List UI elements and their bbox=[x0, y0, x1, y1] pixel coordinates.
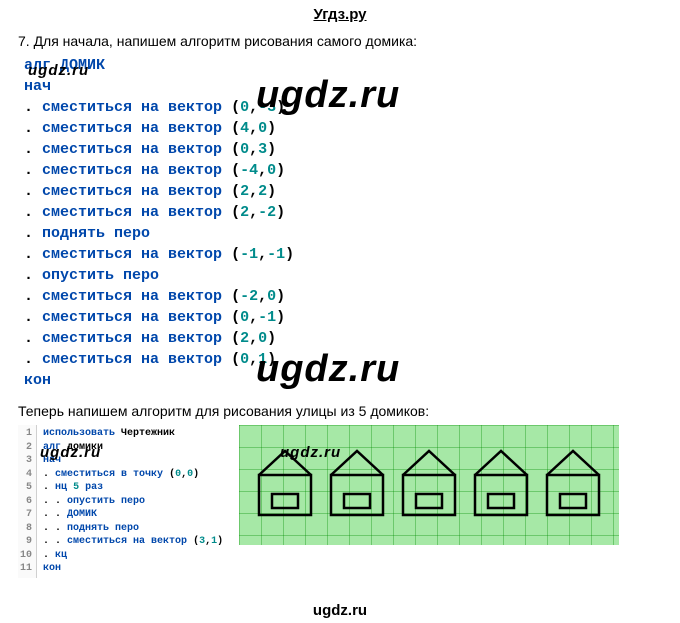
watermark: ugdz.ru bbox=[40, 444, 101, 461]
line-number: 2 bbox=[20, 441, 32, 455]
code-line: . нц 5 раз bbox=[43, 481, 223, 495]
line-number: 11 bbox=[20, 562, 32, 576]
line-number: 5 bbox=[20, 481, 32, 495]
watermark: ugdz.ru bbox=[256, 74, 400, 117]
house-shape bbox=[403, 451, 455, 515]
code-line: . сместиться на вектор (-1,-1) bbox=[24, 244, 680, 265]
line-number: 1 bbox=[20, 427, 32, 441]
code-line: . . ДОМИК bbox=[43, 508, 223, 522]
watermark: ugdz.ru bbox=[28, 62, 89, 79]
task-intro-text: 7. Для начала, напишем алгоритм рисовани… bbox=[0, 33, 680, 49]
second-intro-text: Теперь напишем алгоритм для рисования ул… bbox=[0, 403, 680, 419]
code-line: . сместиться в точку (0,0) bbox=[43, 468, 223, 482]
code-line: . опустить перо bbox=[24, 265, 680, 286]
code-line: . поднять перо bbox=[24, 223, 680, 244]
code-line: . сместиться на вектор (2,-2) bbox=[24, 202, 680, 223]
code-line: . . опустить перо bbox=[43, 495, 223, 509]
code-line: кон bbox=[43, 562, 223, 576]
line-number: 3 bbox=[20, 454, 32, 468]
keyword-begin: нач bbox=[24, 78, 51, 95]
line-number: 7 bbox=[20, 508, 32, 522]
watermark: ugdz.ru bbox=[280, 444, 341, 461]
house-shape bbox=[475, 451, 527, 515]
code-line: . кц bbox=[43, 549, 223, 563]
keyword-end: кон bbox=[24, 372, 51, 389]
page-footer: ugdz.ru bbox=[0, 602, 680, 619]
line-number: 6 bbox=[20, 495, 32, 509]
page-header: Угдз.ру bbox=[0, 0, 680, 33]
code-line: использовать Чертежник bbox=[43, 427, 223, 441]
code-line: . сместиться на вектор (2,2) bbox=[24, 181, 680, 202]
line-number: 8 bbox=[20, 522, 32, 536]
code-line: . сместиться на вектор (4,0) bbox=[24, 118, 680, 139]
code-line: . сместиться на вектор (-2,0) bbox=[24, 286, 680, 307]
code-line: . сместиться на вектор (-4,0) bbox=[24, 160, 680, 181]
house-shape bbox=[547, 451, 599, 515]
code-line: . . сместиться на вектор (3,1) bbox=[43, 535, 223, 549]
code-line: . сместиться на вектор (0,3) bbox=[24, 139, 680, 160]
line-number: 9 bbox=[20, 535, 32, 549]
houses-drawing bbox=[239, 425, 619, 545]
code-line: . сместиться на вектор (0,-1) bbox=[24, 307, 680, 328]
line-number: 4 bbox=[20, 468, 32, 482]
line-numbers: 1234567891011 bbox=[18, 425, 37, 578]
code-line: . сместиться на вектор (2,0) bbox=[24, 328, 680, 349]
code-line: . . поднять перо bbox=[43, 522, 223, 536]
line-number: 10 bbox=[20, 549, 32, 563]
watermark: ugdz.ru bbox=[256, 348, 400, 391]
drawing-canvas bbox=[239, 425, 619, 545]
